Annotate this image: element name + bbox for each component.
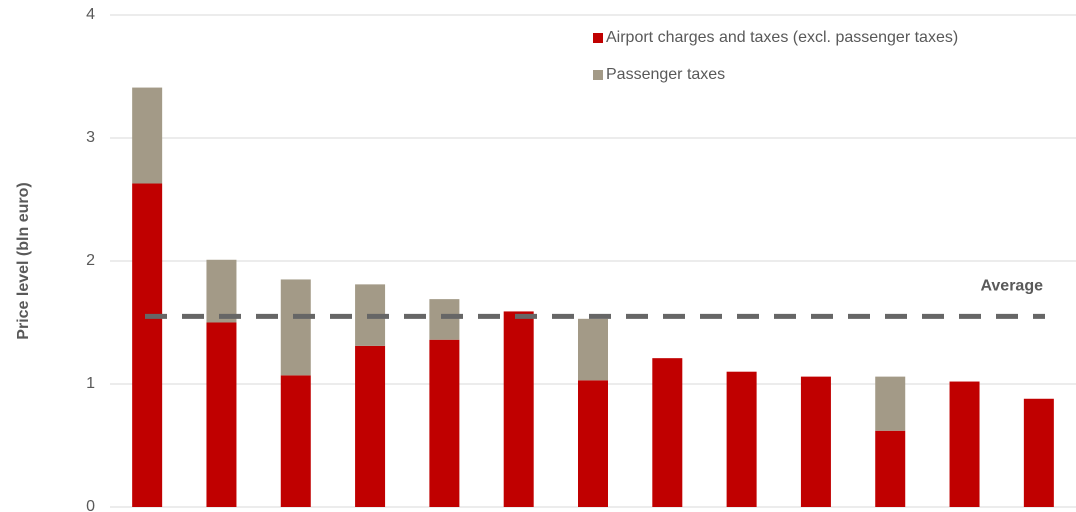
bar-segment — [429, 339, 460, 507]
bar-segment — [652, 358, 683, 507]
legend-swatch — [593, 33, 603, 43]
bar-segment — [206, 259, 237, 323]
bar-segment — [206, 322, 237, 507]
bar-segment — [1023, 398, 1054, 507]
bar-segment — [800, 376, 831, 507]
legend-label: Airport charges and taxes (excl. passeng… — [606, 29, 958, 46]
bar-segment — [875, 376, 906, 431]
bar-segment — [949, 381, 980, 507]
y-tick-label: 3 — [86, 129, 95, 146]
bar-segment — [132, 87, 163, 184]
legend-swatch — [593, 70, 603, 80]
bar-segment — [280, 279, 311, 376]
y-tick-label: 0 — [86, 498, 95, 512]
y-axis-label: Price level (bln euro) — [15, 182, 32, 339]
y-tick-label: 2 — [86, 252, 95, 269]
bar-segment — [280, 375, 311, 507]
bar-segment — [875, 430, 906, 507]
y-tick-label: 1 — [86, 375, 95, 392]
bar-segment — [429, 299, 460, 340]
legend-label: Passenger taxes — [606, 66, 725, 83]
bar-segment — [132, 183, 163, 507]
average-label: Average — [980, 278, 1043, 295]
bar-segment — [726, 371, 757, 507]
bar-segment — [503, 311, 534, 507]
y-tick-label: 4 — [86, 6, 95, 23]
bar-segment — [578, 380, 608, 507]
bar-segment — [578, 318, 608, 381]
bar-segment — [355, 345, 386, 507]
